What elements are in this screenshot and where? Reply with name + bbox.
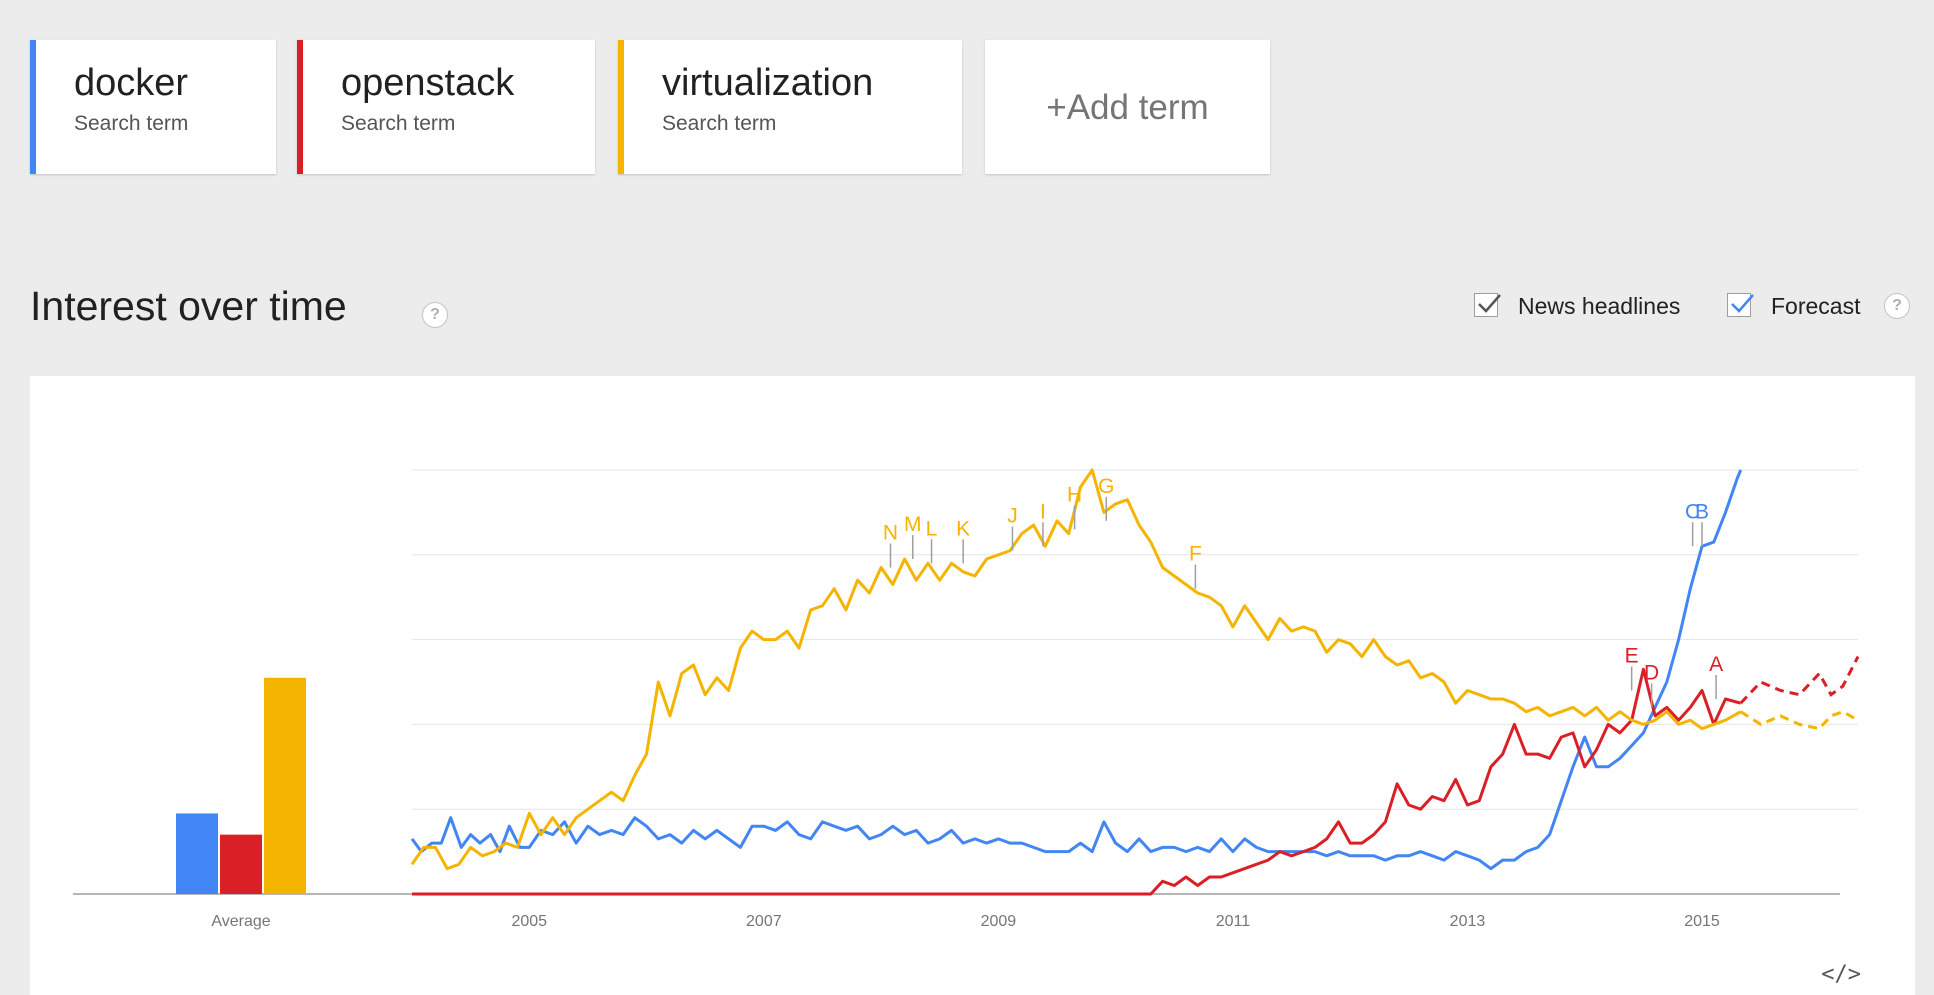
annotation-label-I: I <box>1040 500 1046 523</box>
term-name: virtualization <box>662 62 874 104</box>
term-card-openstack[interactable]: openstack Search term <box>297 40 595 174</box>
annotation-label-G: G <box>1098 475 1114 498</box>
help-icon[interactable]: ? <box>1884 293 1910 319</box>
annotation-label-A: A <box>1709 653 1723 676</box>
checkmark-icon <box>1478 294 1501 313</box>
term-color-bar <box>30 40 36 174</box>
annotation-label-E: E <box>1625 644 1639 667</box>
interest-over-time-chart[interactable]: Average 2005 2007 2009 2011 2013 2015 N M L K J IH G F… <box>30 376 1915 995</box>
average-bar-openstack <box>220 834 262 894</box>
embed-code-icon[interactable]: </> <box>1821 962 1861 987</box>
forecast-line-virtualization <box>1739 710 1859 731</box>
series-line-docker <box>410 469 1743 871</box>
annotation-label-N: N <box>883 522 898 545</box>
annotation-label-H: H <box>1067 483 1082 506</box>
x-tick-label: 2005 <box>511 913 547 930</box>
annotation-label-F: F <box>1189 543 1202 566</box>
term-card-docker[interactable]: docker Search term <box>30 40 276 174</box>
term-subtitle: Search term <box>341 112 456 135</box>
forecast-checkbox[interactable] <box>1727 293 1754 317</box>
annotation-label-D: D <box>1644 661 1659 684</box>
term-name: openstack <box>341 62 515 104</box>
forecast-label: Forecast <box>1771 293 1861 319</box>
checkmark-icon <box>1731 294 1754 313</box>
x-tick-label: 2007 <box>746 913 782 930</box>
annotation-label-B: B <box>1695 500 1709 523</box>
x-tick-label: 2009 <box>981 913 1017 930</box>
annotation-label-L: L <box>926 517 938 540</box>
series-line-openstack <box>412 667 1742 896</box>
annotation-label-C: C <box>1685 500 1700 523</box>
term-color-bar <box>618 40 624 174</box>
average-bar-virtualization <box>264 677 306 894</box>
interest-chart-panel: Average 2005 2007 2009 2011 2013 2015 N M L K J I H G F… <box>30 376 1915 995</box>
term-subtitle: Search term <box>74 112 189 135</box>
term-subtitle: Search term <box>662 112 777 135</box>
term-name: docker <box>74 62 189 104</box>
annotation-label-J: J <box>1007 505 1018 528</box>
add-term-label: +Add term <box>1046 88 1209 127</box>
average-label: Average <box>211 913 270 930</box>
annotation-label-M: M <box>904 513 922 536</box>
x-tick-label: 2015 <box>1684 913 1720 930</box>
x-tick-label: 2013 <box>1450 913 1486 930</box>
news-headlines-label: News headlines <box>1518 293 1681 319</box>
annotation-label-K: K <box>956 517 970 540</box>
section-title: Interest over time <box>30 283 347 329</box>
average-bar-docker <box>176 813 218 894</box>
x-tick-label: 2011 <box>1216 913 1251 930</box>
add-term-button[interactable]: +Add term <box>985 40 1270 174</box>
news-headlines-checkbox[interactable] <box>1474 293 1501 317</box>
term-color-bar <box>297 40 303 174</box>
term-card-virtualization[interactable]: virtualization Search term <box>618 40 962 174</box>
help-icon[interactable]: ? <box>422 302 448 328</box>
forecast-line-openstack <box>1739 655 1860 705</box>
